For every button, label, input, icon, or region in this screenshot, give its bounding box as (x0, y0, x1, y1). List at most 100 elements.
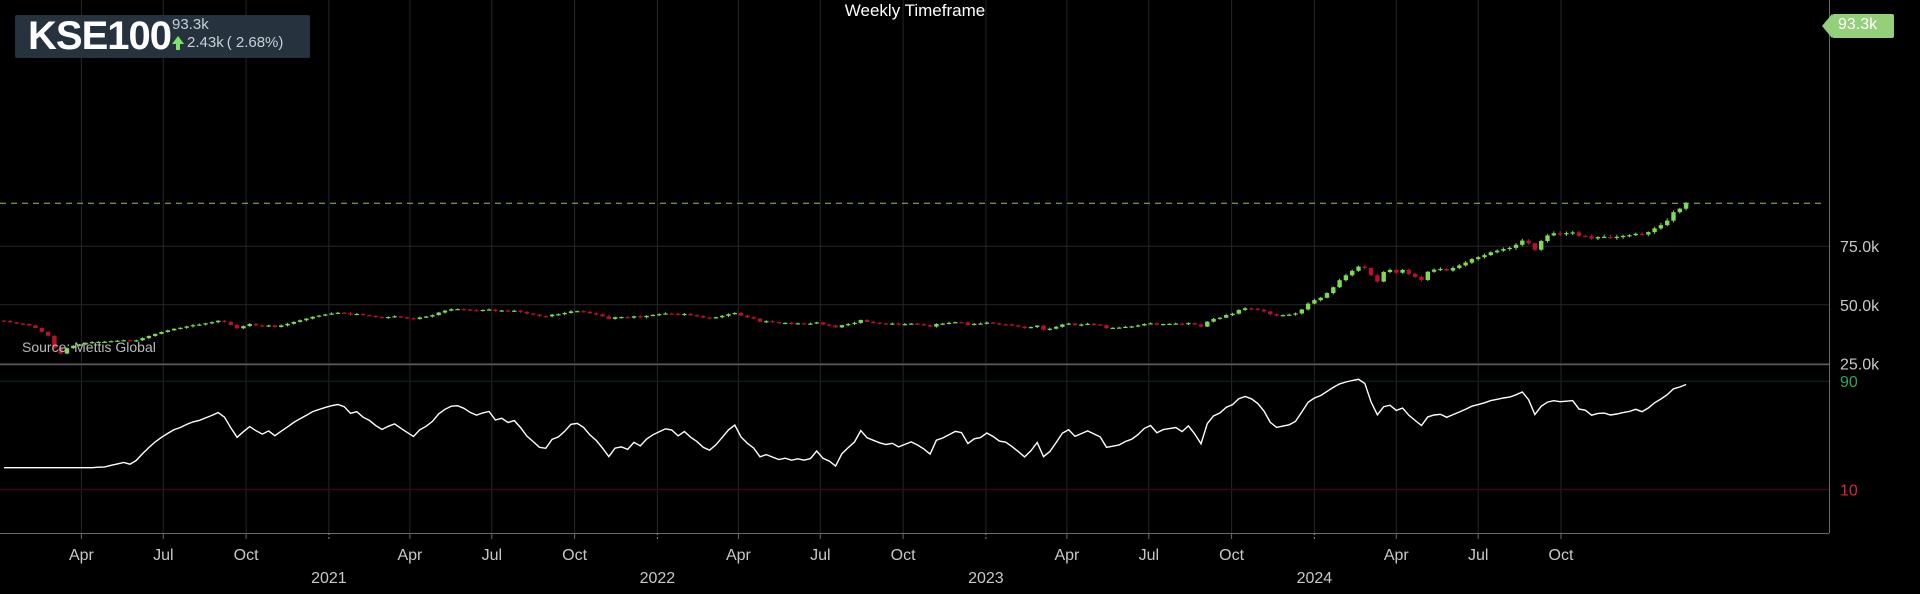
candle-down (820, 321, 826, 326)
candle-body (1098, 324, 1103, 326)
candle-body (1305, 303, 1311, 310)
candle-down (379, 316, 385, 319)
year-label: 2022 (640, 570, 676, 587)
candle-body (1268, 311, 1273, 315)
candle-down (927, 324, 933, 328)
candle-down (738, 311, 744, 317)
candle-body (1671, 212, 1676, 221)
candle-up (1457, 264, 1462, 270)
candle-up (96, 341, 101, 344)
candle-body (1192, 323, 1197, 325)
candle-up (650, 314, 656, 317)
candle-body (1570, 232, 1575, 234)
month-label: Apr (69, 547, 95, 564)
candle-body (115, 340, 120, 342)
candle-up (1350, 269, 1355, 277)
candle-body (499, 310, 504, 312)
candle-down (594, 312, 599, 316)
candle-down (1255, 307, 1260, 311)
candle-down (638, 315, 643, 319)
candle-down (1526, 239, 1531, 245)
candle-up (480, 309, 485, 312)
candle-body (108, 341, 114, 343)
candle-down (675, 312, 681, 316)
candle-down (543, 315, 548, 318)
candle-down (827, 323, 832, 327)
candle-down (801, 322, 807, 325)
candle-down (373, 315, 378, 318)
candle-body (159, 331, 164, 334)
candle-down (1104, 324, 1109, 329)
candle-up (83, 342, 89, 346)
source-label: Source: Mettis Global (22, 339, 156, 355)
candle-body (1488, 252, 1493, 256)
candle-down (776, 321, 782, 324)
candle-up (455, 308, 460, 311)
candle-up (858, 319, 863, 324)
candle-up (1186, 322, 1191, 326)
candle-up (1431, 268, 1437, 273)
candle-up (1110, 327, 1115, 330)
candle-body (272, 325, 278, 328)
candle-body (726, 314, 731, 316)
candle-body (304, 318, 309, 321)
candle-up (1570, 230, 1575, 236)
candle-body (216, 320, 221, 323)
candle-up (430, 314, 435, 318)
candle-body (405, 317, 410, 319)
rsi-line (4, 378, 1687, 469)
candle-up (310, 316, 315, 320)
candle-body (1293, 313, 1298, 315)
candle-up (1450, 266, 1456, 272)
candle-up (304, 318, 309, 322)
candle-down (1413, 272, 1418, 279)
candle-up (392, 315, 397, 318)
candle-up (953, 321, 958, 324)
candle-down (531, 312, 536, 316)
candle-up (115, 339, 120, 342)
candle-up (1507, 246, 1512, 251)
candle-up (1242, 307, 1248, 312)
candle-body (1557, 233, 1563, 235)
candle-body (1362, 266, 1367, 268)
candle-body (234, 324, 240, 329)
candle-body (190, 325, 196, 327)
candle-body (663, 313, 668, 315)
candle-up (1614, 234, 1619, 240)
candle-body (846, 324, 851, 326)
candle-body (644, 315, 649, 318)
candle-body (594, 313, 599, 315)
candle-body (1444, 268, 1449, 271)
candle-down (1022, 326, 1027, 329)
candle-up (890, 322, 895, 325)
candle-down (398, 315, 404, 318)
candle-down (228, 320, 233, 326)
candle-up (575, 310, 580, 313)
candle-up (1381, 270, 1386, 283)
candle-up (902, 322, 908, 326)
candle-up (940, 322, 945, 326)
candle-body (291, 321, 296, 324)
price-axis-label: 75.0k (1840, 239, 1880, 256)
candle-down (1375, 273, 1380, 283)
candle-body (64, 348, 70, 354)
candle-body (625, 316, 630, 319)
candle-up (1665, 218, 1670, 227)
candle-down (1009, 323, 1015, 327)
candle-body (1079, 324, 1084, 326)
candle-body (1620, 235, 1626, 238)
ticker-last-price: 93.3k (172, 16, 209, 33)
candle-up (1627, 234, 1632, 238)
candle-body (978, 323, 983, 325)
year-label: 2023 (968, 570, 1004, 587)
candle-body (1431, 269, 1437, 272)
candle-body (1016, 325, 1021, 327)
candle-body (178, 327, 183, 329)
ticker-change-pct: ( 2.68%) (226, 34, 284, 51)
candle-up (1135, 324, 1141, 328)
candle-body (1331, 287, 1336, 294)
candle-up (241, 325, 246, 330)
candle-down (864, 318, 870, 323)
candle-body (713, 317, 719, 319)
candle-up (1085, 322, 1090, 326)
